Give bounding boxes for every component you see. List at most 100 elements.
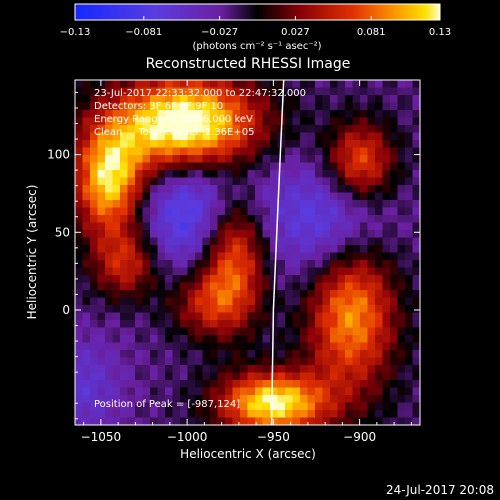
heatmap-cell	[315, 245, 323, 253]
heatmap-cell	[255, 110, 263, 118]
heatmap-cell	[397, 252, 406, 261]
heatmap-cell	[285, 335, 293, 343]
heatmap-cell	[97, 357, 106, 366]
heatmap-cell	[97, 320, 106, 328]
heatmap-cell	[397, 117, 406, 126]
heatmap-cell	[247, 110, 256, 118]
heatmap-cell	[135, 237, 143, 246]
heatmap-cell	[225, 132, 233, 141]
heatmap-cell	[397, 207, 406, 216]
heatmap-cell	[255, 207, 263, 216]
heatmap-cell	[412, 282, 420, 291]
heatmap-cell	[232, 230, 241, 238]
heatmap-cell	[270, 177, 278, 186]
heatmap-cell	[262, 395, 271, 403]
heatmap-cell	[315, 87, 323, 96]
heatmap-cell	[337, 117, 346, 126]
heatmap-cell	[315, 260, 323, 268]
heatmap-cell	[307, 365, 316, 373]
heatmap-cell	[292, 237, 301, 246]
heatmap-cell	[397, 350, 406, 358]
heatmap-cell	[330, 252, 338, 261]
heatmap-cell	[150, 342, 158, 351]
heatmap-cell	[307, 237, 316, 246]
heatmap-cell	[397, 327, 406, 336]
heatmap-cell	[300, 342, 308, 351]
heatmap-cell	[172, 342, 181, 351]
heatmap-cell	[375, 80, 383, 88]
heatmap-cell	[210, 147, 218, 156]
heatmap-cell	[307, 417, 316, 425]
heatmap-cell	[172, 350, 181, 358]
heatmap-cell	[210, 260, 218, 268]
heatmap-cell	[405, 335, 413, 343]
heatmap-cell	[255, 185, 263, 193]
heatmap-cell	[247, 342, 256, 351]
heatmap-cell	[105, 357, 113, 366]
heatmap-cell	[382, 192, 391, 201]
heatmap-cell	[360, 215, 368, 223]
heatmap-cell	[412, 110, 420, 118]
heatmap-cell	[180, 395, 188, 403]
heatmap-cell	[397, 125, 406, 133]
heatmap-cell	[225, 207, 233, 216]
heatmap-cell	[172, 192, 181, 201]
heatmap-cell	[262, 387, 271, 396]
heatmap-cell	[375, 297, 383, 306]
heatmap-cell	[352, 380, 361, 388]
heatmap-cell	[360, 290, 368, 298]
heatmap-cell	[240, 342, 248, 351]
heatmap-cell	[97, 230, 106, 238]
heatmap-cell	[270, 207, 278, 216]
heatmap-cell	[292, 417, 301, 425]
heatmap-cell	[165, 207, 173, 216]
heatmap-cell	[172, 402, 181, 411]
heatmap-cell	[210, 282, 218, 291]
colorbar-tick-label: −0.027	[201, 27, 238, 38]
heatmap-cell	[360, 230, 368, 238]
heatmap-cell	[90, 102, 98, 111]
heatmap-cell	[247, 87, 256, 96]
heatmap-cell	[352, 312, 361, 321]
heatmap-cell	[285, 117, 293, 126]
heatmap-cell	[330, 215, 338, 223]
heatmap-cell	[360, 237, 368, 246]
heatmap-cell	[292, 297, 301, 306]
x-tick-label: −950	[257, 430, 290, 444]
heatmap-cell	[105, 237, 113, 246]
heatmap-cell	[300, 207, 308, 216]
heatmap-cell	[375, 372, 383, 381]
heatmap-cell	[165, 335, 173, 343]
heatmap-cell	[240, 237, 248, 246]
heatmap-cell	[262, 342, 271, 351]
heatmap-cell	[397, 132, 406, 141]
heatmap-cell	[225, 395, 233, 403]
heatmap-cell	[285, 207, 293, 216]
heatmap-cell	[255, 222, 263, 231]
heatmap-cell	[225, 147, 233, 156]
heatmap-cell	[217, 177, 226, 186]
heatmap-cell	[292, 185, 301, 193]
heatmap-cell	[82, 267, 91, 276]
heatmap-cell	[397, 372, 406, 381]
heatmap-cell	[157, 305, 166, 313]
heatmap-cell	[202, 365, 211, 373]
heatmap-cell	[255, 267, 263, 276]
heatmap-cell	[75, 245, 83, 253]
heatmap-cell	[210, 230, 218, 238]
heatmap-cell	[352, 222, 361, 231]
heatmap-cell	[390, 335, 398, 343]
heatmap-cell	[112, 410, 121, 418]
heatmap-cell	[210, 267, 218, 276]
heatmap-cell	[360, 222, 368, 231]
heatmap-cell	[322, 215, 331, 223]
heatmap-cell	[412, 402, 420, 411]
heatmap-cell	[337, 80, 346, 88]
heatmap-cell	[142, 275, 151, 283]
heatmap-cell	[135, 387, 143, 396]
heatmap-cell	[367, 320, 376, 328]
heatmap-cell	[412, 260, 420, 268]
heatmap-cell	[187, 335, 196, 343]
heatmap-cell	[135, 312, 143, 321]
heatmap-cell	[247, 350, 256, 358]
